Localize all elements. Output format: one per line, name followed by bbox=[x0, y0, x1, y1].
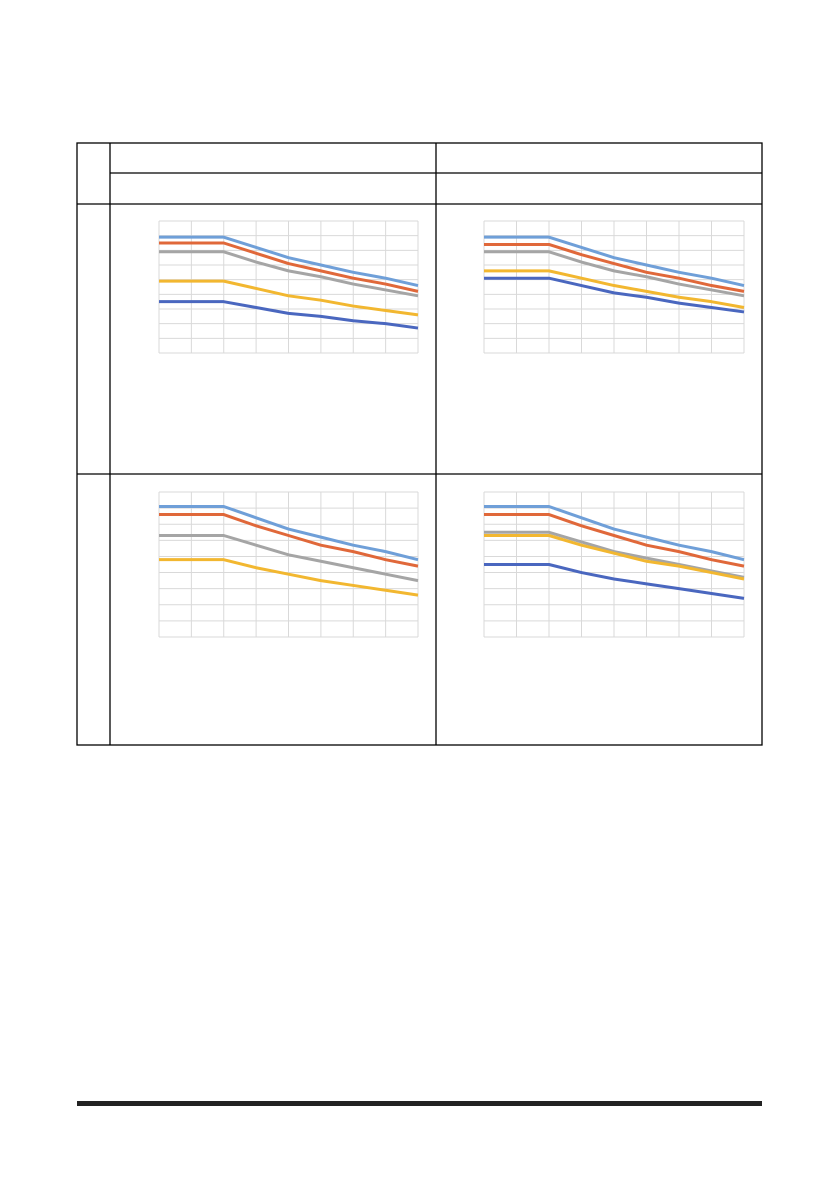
data-line bbox=[159, 250, 419, 298]
data-line bbox=[484, 276, 745, 314]
data-line bbox=[159, 300, 419, 330]
data-line bbox=[484, 534, 745, 581]
data-line bbox=[159, 279, 419, 317]
footer-bar bbox=[77, 1101, 762, 1106]
data-line bbox=[159, 513, 419, 568]
data-line bbox=[484, 250, 745, 298]
data-line bbox=[484, 242, 745, 293]
data-line bbox=[484, 505, 745, 562]
data-line bbox=[159, 235, 419, 287]
data-line bbox=[159, 241, 419, 293]
data-line bbox=[484, 563, 745, 600]
data-line bbox=[484, 513, 745, 568]
data-line bbox=[159, 558, 419, 597]
line-chart bbox=[158, 491, 419, 638]
line-chart bbox=[483, 491, 745, 638]
data-line bbox=[159, 534, 419, 583]
table-frame bbox=[76, 142, 763, 746]
data-line bbox=[484, 235, 745, 287]
data-line bbox=[484, 269, 745, 310]
table-border bbox=[76, 142, 763, 746]
data-line bbox=[159, 505, 419, 562]
line-chart bbox=[158, 220, 419, 354]
line-chart bbox=[483, 220, 745, 354]
data-line bbox=[484, 530, 745, 579]
